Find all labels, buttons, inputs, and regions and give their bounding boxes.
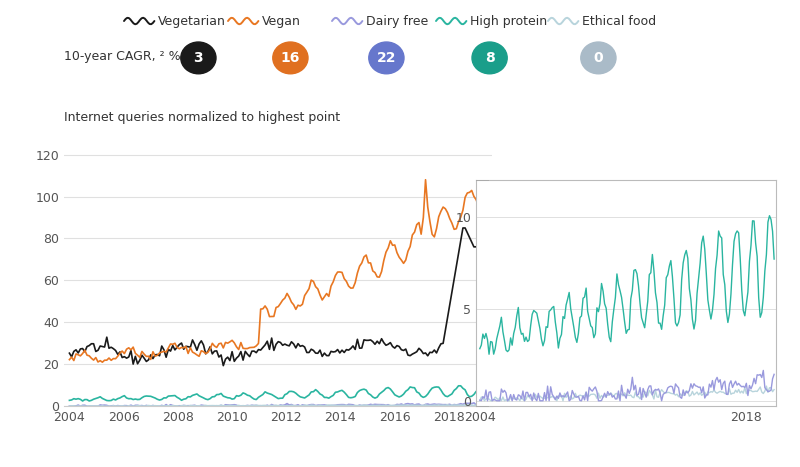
Text: Vegetarian: Vegetarian bbox=[158, 14, 226, 28]
Text: 3: 3 bbox=[194, 51, 203, 65]
Text: 10-year CAGR, ² %: 10-year CAGR, ² % bbox=[64, 50, 181, 64]
Text: Dairy free: Dairy free bbox=[366, 14, 428, 28]
Text: High protein: High protein bbox=[470, 14, 546, 28]
Text: Internet queries normalized to highest point: Internet queries normalized to highest p… bbox=[64, 111, 340, 124]
Text: Ethical food: Ethical food bbox=[582, 14, 656, 28]
Text: 8: 8 bbox=[485, 51, 494, 65]
Text: 0: 0 bbox=[594, 51, 603, 65]
Text: 22: 22 bbox=[377, 51, 396, 65]
Text: 16: 16 bbox=[281, 51, 300, 65]
Text: Vegan: Vegan bbox=[262, 14, 301, 28]
